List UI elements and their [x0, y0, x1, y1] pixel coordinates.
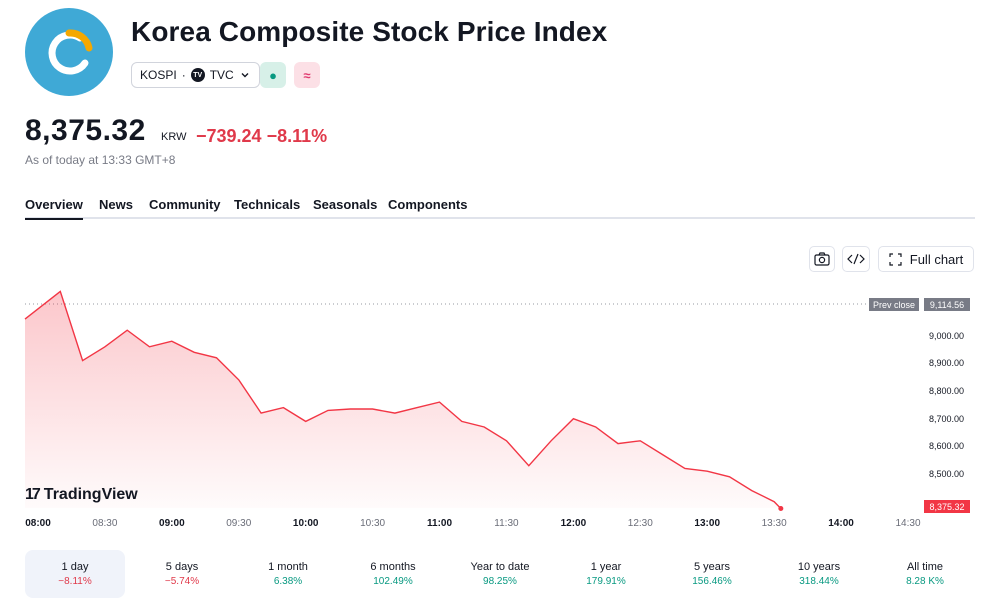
- range-year-to-date[interactable]: Year to date 98.25%: [450, 550, 550, 598]
- y-tick-label: 8,900.00: [929, 358, 965, 369]
- price-chart[interactable]: [0, 280, 1000, 530]
- range-5-days[interactable]: 5 days −5.74%: [132, 550, 232, 598]
- x-tick-label: 08:00: [25, 518, 51, 529]
- y-tick-label: 8,700.00: [929, 413, 965, 424]
- range-change: 8.28 K%: [906, 576, 944, 587]
- range-label: 1 day: [61, 561, 89, 573]
- price-chart-canvas[interactable]: [0, 280, 1000, 530]
- full-chart-label: Full chart: [909, 251, 964, 267]
- index-logo: [25, 8, 113, 96]
- range-change: 318.44%: [799, 576, 839, 587]
- tab-community[interactable]: Community: [149, 197, 221, 212]
- tradingview-logo-icon: 17: [25, 486, 41, 503]
- embed-button[interactable]: [842, 246, 870, 272]
- y-tick-label: 9,000.00: [929, 330, 965, 341]
- kospi-logo-mark: [48, 29, 93, 75]
- range-change: 6.38%: [273, 576, 303, 587]
- market-status-badge[interactable]: ●: [260, 62, 286, 88]
- x-tick-label: 14:00: [828, 518, 854, 529]
- range-1-year[interactable]: 1 year 179.91%: [556, 550, 656, 598]
- price-area-fill: [25, 291, 781, 509]
- range-change: 179.91%: [586, 576, 626, 587]
- snapshot-button[interactable]: [809, 246, 835, 272]
- x-tick-label: 11:00: [427, 518, 453, 529]
- range-label: All time: [906, 561, 944, 573]
- x-tick-label: 12:00: [560, 518, 587, 529]
- x-tick-label: 13:00: [694, 518, 721, 529]
- tab-news[interactable]: News: [99, 197, 133, 212]
- tradingview-brand-label: TradingView: [43, 486, 138, 503]
- range-change: 156.46%: [692, 576, 732, 587]
- change-percent: −8.11%: [266, 126, 328, 146]
- range-1-month[interactable]: 1 month 6.38%: [238, 550, 338, 598]
- range-label: 5 days: [165, 561, 199, 573]
- separator-dot: ·: [181, 68, 186, 82]
- camera-icon: [814, 252, 830, 266]
- range-change: −5.74%: [164, 576, 200, 587]
- tab-overview[interactable]: Overview: [25, 197, 83, 220]
- price-line: [24, 290, 782, 509]
- last-price: 8,375.32: [25, 114, 146, 147]
- range-label: 5 years: [693, 561, 731, 573]
- x-tick-label: 09:30: [226, 518, 252, 529]
- range-all-time[interactable]: All time 8.28 K%: [875, 550, 975, 598]
- tab-components[interactable]: Components: [388, 197, 468, 212]
- section-tabs: Overview News Community Technicals Seaso…: [25, 194, 975, 220]
- exchange-label: TVC: [209, 68, 234, 82]
- range-label: 1 year: [590, 561, 622, 573]
- x-tick-label: 09:00: [159, 518, 185, 529]
- code-icon: [847, 253, 865, 265]
- y-tick-label: 8,800.00: [929, 386, 965, 396]
- range-5-years[interactable]: 5 years 156.46%: [662, 550, 762, 598]
- change-value: −739.24: [196, 126, 262, 146]
- range-change: −8.11%: [58, 576, 92, 587]
- tab-seasonals[interactable]: Seasonals: [313, 197, 378, 212]
- range-change: 102.49%: [373, 576, 413, 587]
- fullscreen-icon: [889, 252, 902, 266]
- tab-technicals[interactable]: Technicals: [234, 197, 301, 212]
- range-label: 6 months: [370, 561, 416, 573]
- range-label: Year to date: [470, 561, 530, 573]
- symbol-exchange-selector[interactable]: KOSPI · TV TVC: [131, 62, 260, 88]
- x-tick-label: 08:30: [92, 518, 118, 529]
- x-tick-label: 11:30: [494, 518, 519, 529]
- x-tick-label: 13:30: [761, 518, 787, 529]
- prev-close-label: Prev close: [869, 298, 920, 311]
- page-title: Korea Composite Stock Price Index: [131, 16, 608, 47]
- full-chart-button[interactable]: Full chart: [878, 246, 974, 272]
- x-tick-label: 14:30: [895, 518, 921, 529]
- range-6-months[interactable]: 6 months 102.49%: [343, 550, 443, 598]
- x-tick-label: 10:00: [292, 518, 319, 529]
- delayed-data-badge[interactable]: ≈: [294, 62, 320, 88]
- tradingview-icon: TV: [190, 68, 205, 82]
- x-tick-label: 12:30: [627, 518, 653, 529]
- currency-label: KRW: [161, 131, 187, 143]
- y-tick-label: 8,500.00: [929, 469, 965, 479]
- range-1-day[interactable]: 1 day −8.11%: [25, 550, 125, 598]
- range-label: 1 month: [268, 561, 308, 573]
- range-10-years[interactable]: 10 years 318.44%: [769, 550, 869, 598]
- range-label: 10 years: [797, 561, 841, 573]
- price-change: −739.24 −8.11%: [196, 126, 327, 147]
- quote-timestamp: As of today at 13:33 GMT+8: [25, 153, 176, 167]
- chevron-down-icon: [241, 73, 249, 78]
- prev-close-value: 9,114.56: [924, 298, 970, 311]
- range-selector: 1 day −8.11% 5 days −5.74% 1 month 6.38%…: [25, 550, 975, 598]
- tradingview-watermark: 17 TradingView: [25, 486, 138, 504]
- range-change: 98.25%: [483, 576, 517, 587]
- y-tick-label: 8,600.00: [929, 441, 965, 452]
- last-price-tag: 8,375.32: [924, 500, 970, 513]
- last-price-dot: [778, 505, 784, 511]
- x-tick-label: 10:30: [360, 518, 386, 529]
- symbol-label: KOSPI: [140, 68, 177, 82]
